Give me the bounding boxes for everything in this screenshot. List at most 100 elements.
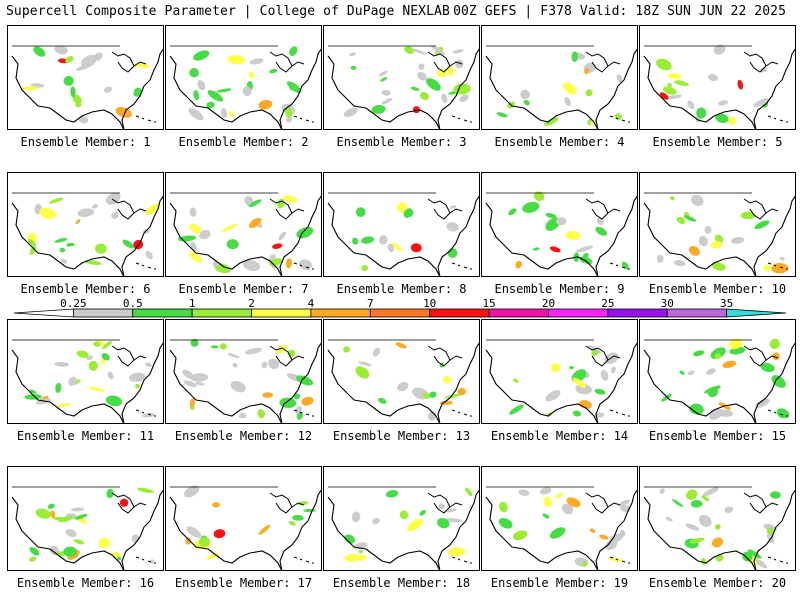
coastline [327, 349, 441, 423]
scp-contour-blob [242, 86, 252, 97]
scp-contour-blob [95, 243, 107, 254]
scp-contour-blob [599, 534, 609, 540]
map-panel-member-4 [481, 25, 638, 130]
scp-contour-blob [426, 78, 441, 91]
colorbar-tick-label: 0.25 [60, 297, 87, 310]
scp-contour-blob [22, 86, 39, 91]
scp-contour-blob [232, 362, 238, 368]
scp-contour-blob [508, 208, 517, 216]
scp-contour-blob [444, 517, 462, 523]
scp-contour-blob [554, 492, 564, 499]
scp-contour-blob [679, 370, 685, 375]
scp-contour-blob [455, 59, 464, 69]
scp-contour-blob [63, 546, 77, 557]
scp-contour-blob [54, 361, 69, 367]
scp-contour-blob [258, 99, 273, 110]
scp-contour-blob [410, 243, 422, 253]
scp-contour-blob [499, 501, 508, 513]
colorbar-tick-label: 30 [660, 297, 674, 310]
scp-contour-blob [545, 390, 561, 402]
coastline [327, 496, 441, 570]
scp-contour-blob [100, 358, 106, 365]
scp-contour-blob [103, 86, 113, 93]
coastline [753, 489, 795, 570]
map-svg [485, 339, 637, 423]
map-svg [11, 192, 163, 276]
scp-contour-blob [149, 559, 155, 564]
scp-contour-blob [701, 495, 710, 502]
scp-contour-blob [667, 73, 682, 79]
colorbar-segment [369, 308, 431, 318]
scp-contour-blob [378, 70, 388, 77]
coastline [609, 262, 630, 270]
scp-contour-blob [515, 260, 523, 269]
scp-contour-blob [182, 369, 194, 379]
scp-contour-blob [276, 344, 288, 354]
coastline [451, 409, 472, 417]
scp-contour-blob [343, 346, 350, 353]
scp-contour-blob [372, 517, 380, 525]
scp-contour-blob [728, 116, 737, 126]
scp-contour-blob [298, 259, 312, 271]
coastline [609, 409, 630, 417]
scp-contour-blob [770, 491, 781, 499]
scp-contour-blob [618, 499, 630, 507]
scp-contour-blob [186, 526, 202, 538]
scp-contour-blob [459, 94, 469, 103]
scp-contour-blob [696, 107, 707, 119]
scp-contour-blob [704, 226, 712, 234]
scp-contour-blob [427, 410, 437, 421]
scp-contour-blob [539, 487, 552, 495]
scp-contour-blob [185, 537, 192, 545]
member-label: Ensemble Member: 11 [16, 429, 155, 443]
scp-contour-blob [714, 353, 722, 359]
coastline [121, 342, 163, 423]
coastline [111, 198, 147, 220]
member-label: Ensemble Member: 20 [648, 576, 787, 590]
scp-contour-blob [29, 389, 37, 394]
member-label: Ensemble Member: 10 [648, 282, 787, 296]
scp-contour-blob [285, 258, 292, 269]
scp-contour-blob [437, 517, 450, 529]
scp-contour-blob [579, 400, 592, 409]
map-svg [485, 486, 637, 570]
scp-contour-blob [297, 501, 309, 506]
map-svg [169, 45, 321, 129]
coastline [485, 496, 599, 570]
map-svg [11, 486, 163, 570]
scp-contour-blob [80, 54, 97, 68]
scp-contour-blob [385, 489, 399, 498]
scp-contour-blob [737, 79, 744, 90]
scp-contour-blob [417, 71, 428, 81]
map-panel-member-13 [323, 319, 480, 424]
map-panel-member-14 [481, 319, 638, 424]
scp-contour-blob [438, 503, 445, 510]
scp-contour-blob [227, 353, 240, 359]
scp-contour-blob [760, 362, 775, 373]
scp-contour-blob [691, 194, 704, 207]
scp-contour-blob [669, 196, 675, 201]
scp-contour-blob [29, 547, 40, 556]
coastline [135, 409, 156, 417]
scp-contour-blob [117, 556, 122, 561]
scp-contour-blob [214, 263, 231, 274]
scp-contour-blob [190, 241, 198, 251]
scp-contour-blob [29, 556, 37, 562]
map-svg [11, 45, 163, 129]
scp-contour-blob [411, 48, 427, 55]
scp-contour-blob [228, 110, 234, 118]
scp-contour-blob [422, 392, 431, 399]
coastline [293, 115, 314, 123]
coastline [427, 492, 463, 514]
scp-contour-blob [710, 347, 726, 359]
member-label: Ensemble Member: 4 [494, 135, 625, 149]
scp-contour-blob [358, 549, 363, 554]
scp-contour-blob [92, 204, 98, 209]
map-panel-member-16 [7, 466, 164, 571]
scp-contour-blob [289, 46, 298, 56]
scp-contour-blob [600, 370, 609, 381]
scp-contour-blob [523, 99, 530, 106]
scp-contour-blob [380, 77, 388, 82]
colorbar-segment [251, 308, 312, 318]
scp-contour-blob [344, 534, 355, 544]
